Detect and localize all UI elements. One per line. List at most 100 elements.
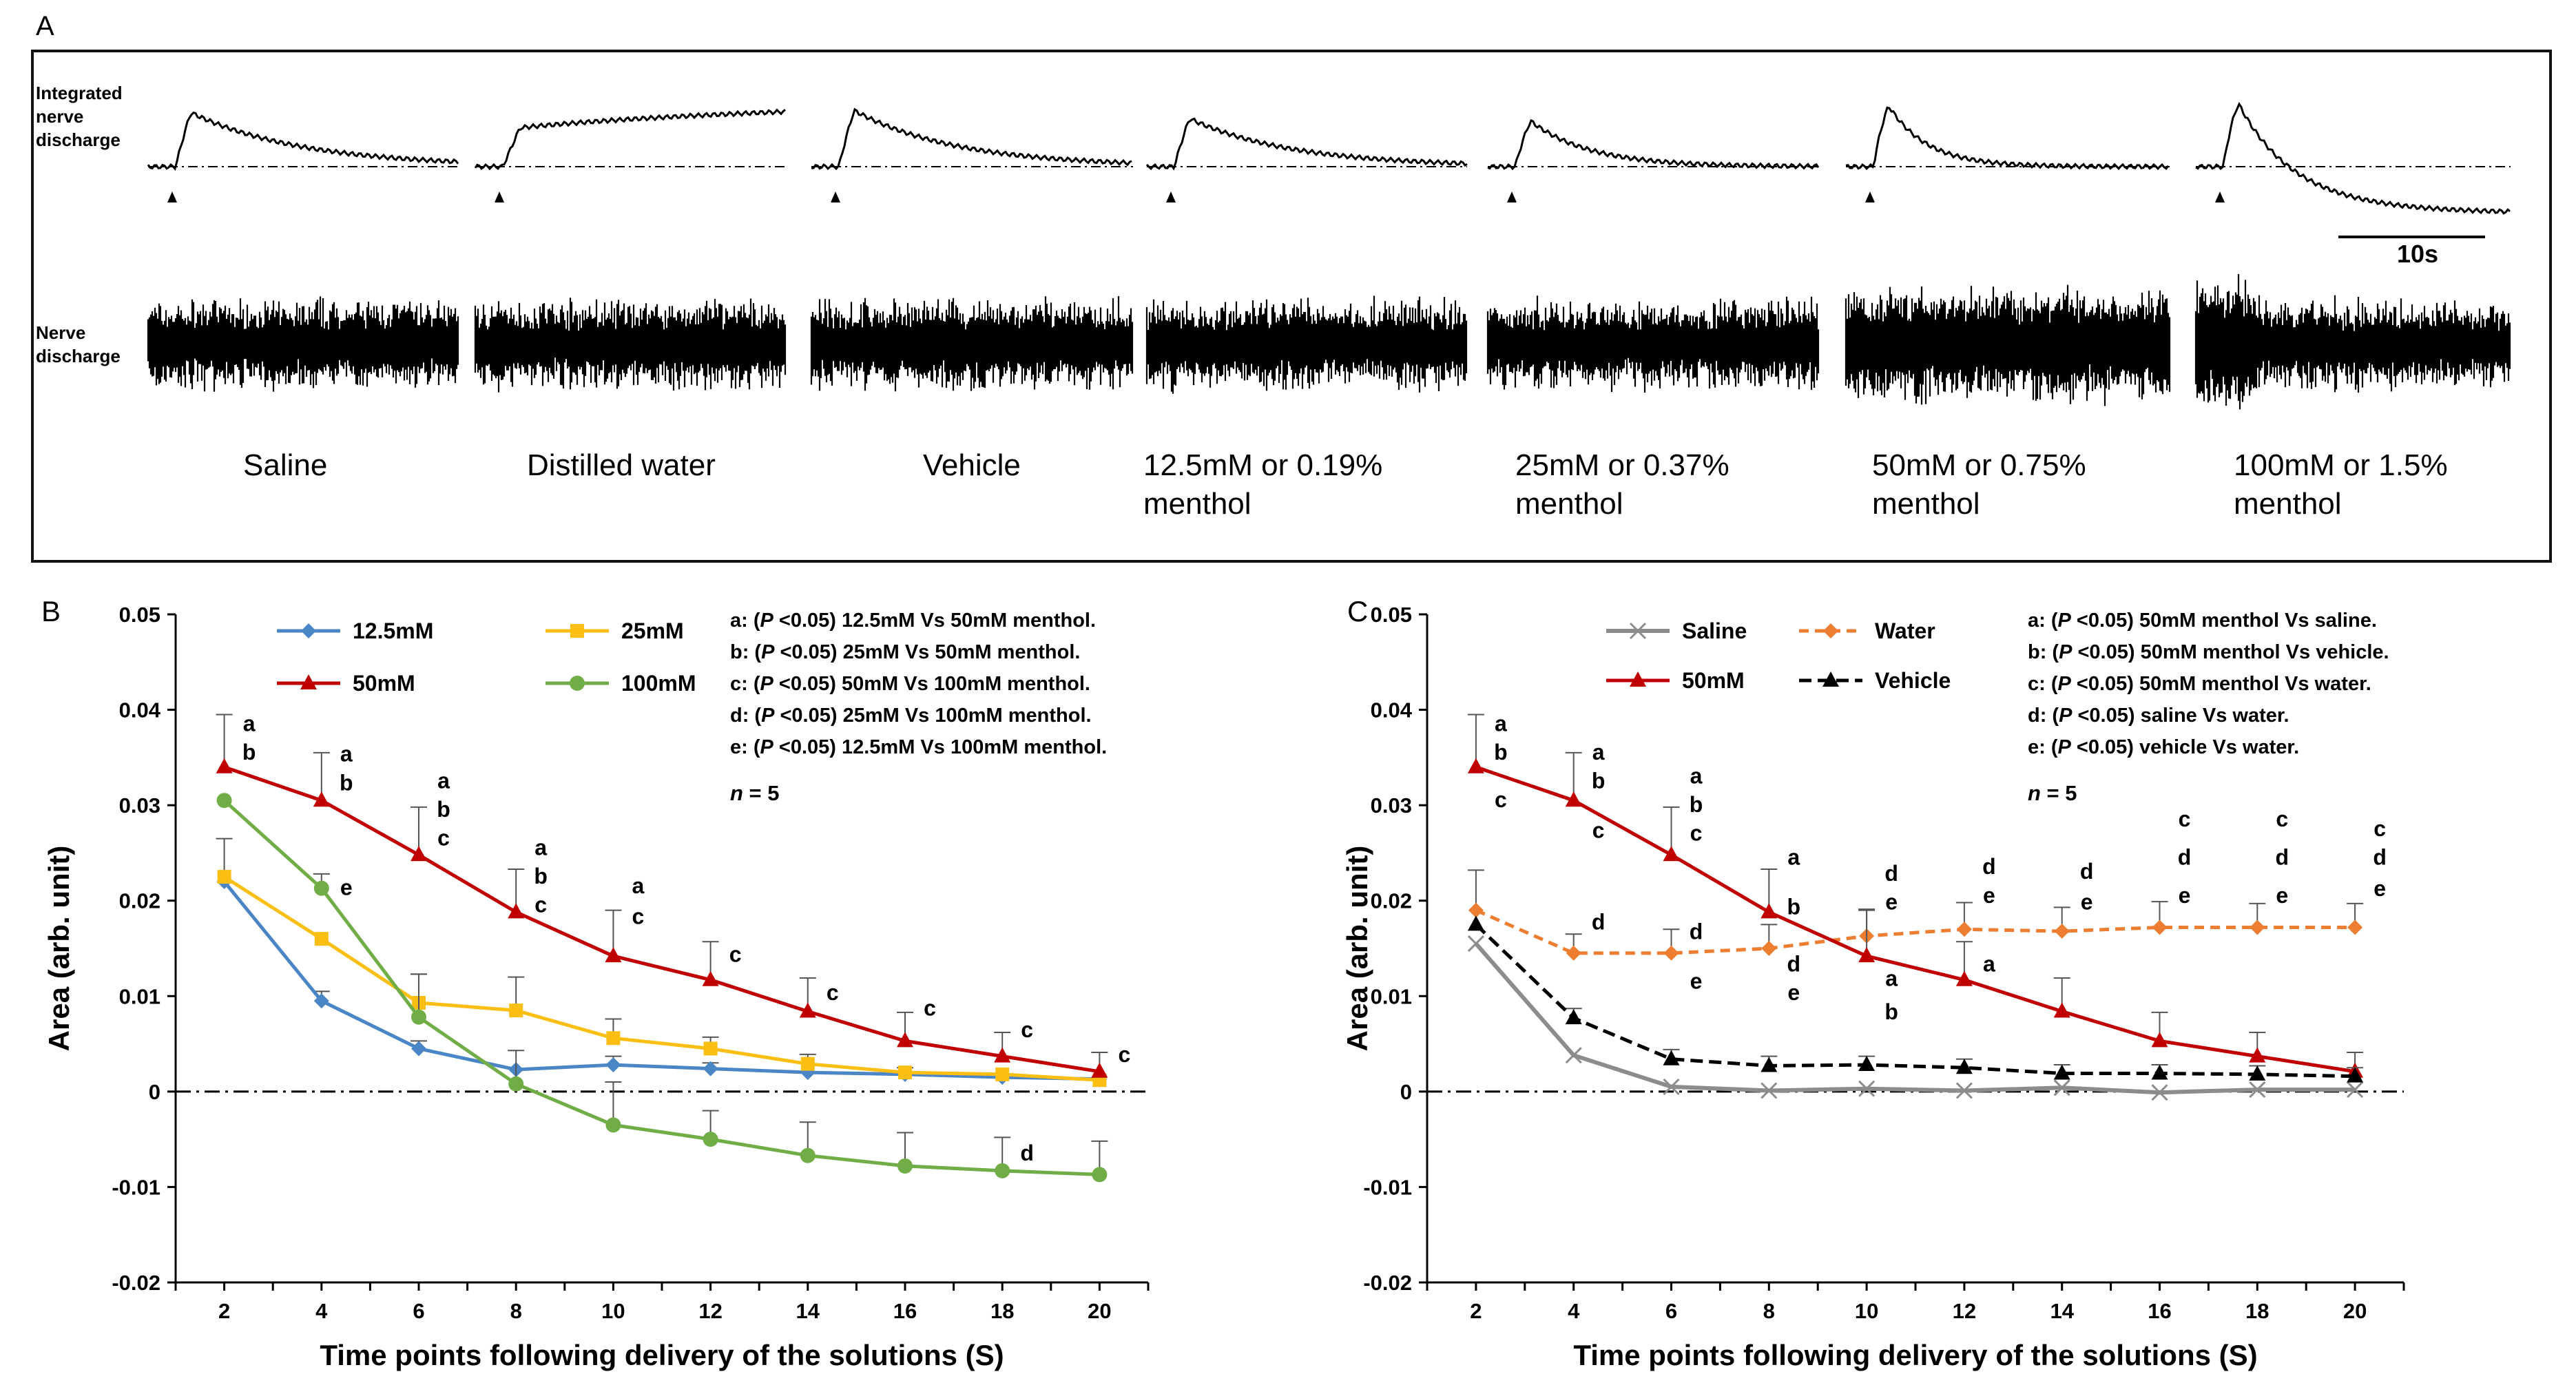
n-label: n = 5 [2028, 781, 2077, 805]
data-point [508, 903, 525, 919]
legend-label: 100mM [621, 671, 696, 696]
condition-saline: Saline [243, 446, 327, 485]
data-point [411, 1041, 426, 1057]
series-50mM [216, 714, 1108, 1078]
x-tick-label: 18 [990, 1299, 1014, 1323]
sig-letter: d [2080, 859, 2094, 884]
panel-a-frame [31, 50, 2552, 563]
data-point [897, 1032, 913, 1048]
series-50mM [1467, 714, 2364, 1078]
note-key: c: ( [2028, 673, 2058, 695]
n-symbol: n [730, 781, 743, 805]
y-tick-label: -0.02 [1363, 1271, 1412, 1295]
x-tick-label: 20 [1088, 1299, 1111, 1323]
sig-letter: a [1592, 740, 1605, 764]
note-key: d: ( [2028, 705, 2059, 727]
nerve-traces [147, 102, 2511, 410]
series-12.5mM [216, 874, 1108, 1087]
note-p: P [2058, 673, 2072, 695]
note-key: d: ( [730, 705, 761, 727]
data-point [897, 1158, 913, 1174]
x-tick-label: 4 [315, 1299, 328, 1323]
n-label: n = 5 [730, 781, 780, 805]
sig-letter: c [1021, 1017, 1033, 1042]
data-point [1565, 1009, 1582, 1025]
data-point [411, 846, 427, 862]
significance-note: a: (P <0.05) 50mM menthol Vs saline. [2028, 610, 2377, 632]
legend-label: 50mM [353, 671, 415, 696]
integrated-trace-4 [1487, 118, 1820, 171]
nerve-discharge-trace-0 [147, 296, 459, 392]
legend-item-100mM: 100mM [546, 671, 696, 696]
legend-item-50mM: 50mM [1606, 668, 1745, 693]
series-line [1475, 923, 2356, 1079]
x-tick-label: 12 [698, 1299, 722, 1323]
legend-item-Vehicle: Vehicle [1799, 668, 1951, 693]
note-p: P [760, 610, 774, 632]
data-point [799, 1002, 816, 1018]
sig-letter: a [437, 769, 450, 793]
nerve-discharge-trace-5 [1845, 284, 2171, 406]
data-point [2347, 1067, 2364, 1083]
data-point [313, 791, 330, 807]
legend-label: 12.5mM [353, 618, 433, 643]
stimulus-marker-4 [1507, 191, 1517, 202]
series-Saline [1467, 935, 2364, 1101]
note-rest: <0.05) 12.5mM Vs 50mM menthol. [773, 610, 1096, 632]
data-point [1663, 1078, 1680, 1095]
note-p: P [2058, 736, 2072, 758]
condition-water-line-1: Distilled water [527, 448, 716, 482]
sig-letter: a [1983, 952, 1995, 977]
nerve-discharge-label: Nerve discharge [36, 321, 121, 368]
legend-marker [1629, 622, 1647, 640]
data-point [2249, 1065, 2266, 1081]
significance-note: d: (P <0.05) 25mM Vs 100mM menthol. [730, 705, 1092, 727]
significance-note: e: (P <0.05) 12.5mM Vs 100mM menthol. [730, 736, 1107, 758]
data-point [1858, 1080, 1876, 1097]
sig-letter: d [1020, 1141, 1034, 1165]
condition-50mm: 50mM or 0.75% menthol [1872, 446, 2086, 523]
stimulus-marker-1 [495, 191, 504, 202]
sig-letter: a [534, 835, 547, 860]
data-point [1565, 791, 1582, 807]
sig-letter: c [1495, 787, 1507, 812]
integrated-trace-1 [474, 108, 786, 171]
data-point [702, 970, 719, 986]
note-key: e: ( [730, 736, 760, 758]
panel-a-label: A [36, 11, 54, 41]
x-tick-label: 2 [1470, 1299, 1482, 1323]
data-point [995, 1163, 1010, 1178]
data-point [509, 1003, 523, 1018]
data-point [2347, 919, 2363, 935]
sig-letter: c [827, 980, 839, 1005]
x-tick-label: 16 [2148, 1299, 2171, 1323]
data-point [2250, 919, 2265, 935]
nerve-discharge-trace-1 [474, 298, 787, 393]
series-line [223, 875, 1100, 1082]
data-point [216, 758, 233, 773]
data-point [217, 870, 231, 884]
nerve-discharge-trace-3 [1145, 295, 1468, 394]
data-point [508, 1076, 524, 1092]
x-tick-label: 6 [1665, 1299, 1677, 1323]
sig-letter: c [437, 826, 450, 851]
legend-label: 50mM [1682, 668, 1745, 693]
y-tick-label: 0.04 [1371, 698, 1413, 722]
sig-letter: d [1592, 910, 1606, 935]
chart-b: B 0.05 0.04 0.03 0.02 0.01 0 -0.01 -0.02 2 4 6 8 10 12… [41, 595, 1150, 1371]
data-point [411, 1009, 426, 1025]
legend-item-Water: Water [1799, 618, 1935, 643]
nerve-discharge-trace-4 [1486, 295, 1820, 393]
sig-letter: d [1982, 854, 1996, 879]
sig-letter: a [1787, 844, 1800, 869]
n-symbol: n [2028, 781, 2041, 805]
sig-letter: b [1884, 999, 1898, 1024]
sig-letter: a [632, 873, 645, 898]
significance-note: b: (P <0.05) 50mM menthol Vs vehicle. [2028, 641, 2389, 663]
sig-letter: c [924, 995, 936, 1020]
condition-25mm-line-1: 25mM or 0.37% [1515, 448, 1730, 482]
legend-item-25mM: 25mM [546, 618, 684, 643]
condition-vehicle: Vehicle [923, 446, 1021, 485]
x-tick-label: 18 [2245, 1299, 2269, 1323]
data-point [605, 1117, 621, 1133]
